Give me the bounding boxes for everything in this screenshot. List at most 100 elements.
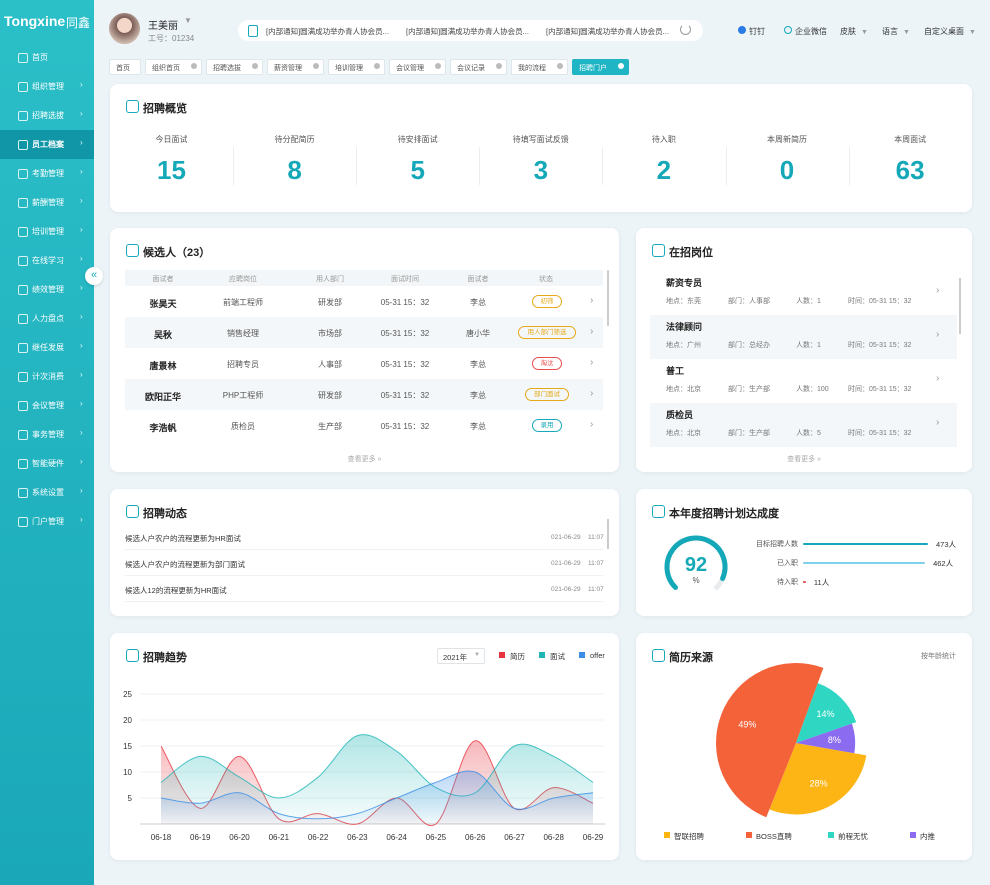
- stat-value: 15: [157, 155, 186, 185]
- menu-arrow: ›: [80, 515, 83, 524]
- divider: [125, 549, 603, 550]
- notice[interactable]: [内部通知]圆满成功举办青人协会员...: [546, 27, 669, 36]
- more-link[interactable]: 查看更多 »: [787, 456, 821, 463]
- scrollbar: [607, 270, 609, 326]
- row-arrow[interactable]: ›: [590, 357, 594, 368]
- tab-close[interactable]: [557, 63, 563, 69]
- row-arrow[interactable]: ›: [590, 419, 594, 430]
- menu-item[interactable]: 门户管理 ›: [0, 507, 94, 536]
- menu-item[interactable]: 会议管理 ›: [0, 391, 94, 420]
- divider: [602, 147, 604, 185]
- header-link[interactable]: 皮肤 ▼: [840, 26, 868, 37]
- menu-label: 薪酬管理: [32, 198, 64, 207]
- cell: 05-31 15：32: [380, 298, 430, 307]
- tab-close[interactable]: [313, 63, 319, 69]
- subtitle[interactable]: 按年龄统计: [921, 653, 956, 660]
- menu-arrow: ›: [80, 196, 83, 205]
- year-select[interactable]: 2021年 ▼: [437, 648, 485, 664]
- menu-item[interactable]: 人力盘点 ›: [0, 304, 94, 333]
- menu-item[interactable]: 事务管理 ›: [0, 420, 94, 449]
- menu-arrow: ›: [80, 486, 83, 495]
- column-header: 状态: [539, 276, 553, 283]
- tab-label: 会议记录: [457, 65, 485, 72]
- menu-item[interactable]: 培训管理 ›: [0, 217, 94, 246]
- legend-label: 面试: [550, 652, 565, 661]
- tab-close[interactable]: [191, 63, 197, 69]
- header-link[interactable]: 钉钉: [738, 26, 765, 37]
- tab[interactable]: 会议管理: [389, 59, 446, 75]
- row-arrow[interactable]: ›: [936, 417, 940, 428]
- row-arrow[interactable]: ›: [590, 295, 594, 306]
- column-header: 用人部门: [316, 276, 344, 283]
- news-time: 11:07: [588, 586, 604, 593]
- avatar[interactable]: [109, 13, 140, 44]
- news-text[interactable]: 候选人户农户的流程更新为HR面试: [125, 534, 241, 543]
- row-arrow[interactable]: ›: [936, 329, 940, 340]
- tab-close[interactable]: [496, 63, 502, 69]
- tab-close[interactable]: [435, 63, 441, 69]
- refresh-icon[interactable]: [680, 24, 691, 35]
- tab[interactable]: 培训管理: [328, 59, 385, 75]
- stat-label: 待填写面试反馈: [512, 135, 569, 144]
- menu-item[interactable]: 绩效管理 ›: [0, 275, 94, 304]
- menu-arrow: ›: [80, 225, 83, 234]
- tab[interactable]: 组织首页: [145, 59, 202, 75]
- row-arrow[interactable]: ›: [936, 373, 940, 384]
- stat-value: 5: [410, 155, 425, 185]
- scrollbar: [959, 278, 961, 334]
- collapse-button[interactable]: «: [85, 267, 103, 285]
- menu-item[interactable]: 组织管理 ›: [0, 72, 94, 101]
- menu-item[interactable]: 招聘选拔 ›: [0, 101, 94, 130]
- news-text[interactable]: 候选人户农户的流程更新为部门面试: [125, 560, 245, 569]
- pie-slice: [715, 662, 824, 818]
- menu-item[interactable]: 智能硬件 ›: [0, 449, 94, 478]
- row-arrow[interactable]: ›: [590, 388, 594, 399]
- menu-icon: [18, 459, 28, 469]
- menu-arrow: ›: [80, 167, 83, 176]
- x-tick-label: 06-20: [229, 833, 250, 842]
- tab[interactable]: 招聘选拔: [206, 59, 263, 75]
- card-icon: [126, 649, 139, 662]
- menu-item[interactable]: 薪酬管理 ›: [0, 188, 94, 217]
- header-link[interactable]: 自定义桌面 ▼: [924, 26, 976, 37]
- card: 招聘动态 候选人户农户的流程更新为HR面试 021-06-29 11:07 候选人户农户…: [110, 489, 619, 616]
- news-text[interactable]: 候选人12的流程更新为HR面试: [125, 586, 227, 595]
- x-tick-label: 06-28: [543, 833, 564, 842]
- bar-label: 目标招聘人数: [756, 541, 798, 548]
- tab-close[interactable]: [374, 63, 380, 69]
- row-arrow[interactable]: ›: [936, 285, 940, 296]
- cell: 人事部: [318, 360, 342, 369]
- notice[interactable]: [内部通知]圆满成功举办青人协会员...: [406, 27, 529, 36]
- tab[interactable]: 薪资管理: [267, 59, 324, 75]
- notice[interactable]: [内部通知]圆满成功举办青人协会员...: [266, 27, 389, 36]
- status-badge: 录用: [532, 419, 562, 432]
- menu-item[interactable]: 考勤管理 ›: [0, 159, 94, 188]
- menu-item[interactable]: 计次消费 ›: [0, 362, 94, 391]
- tab[interactable]: 我的流程: [511, 59, 568, 75]
- menu-item[interactable]: 员工档案 ›: [0, 130, 94, 159]
- menu-item[interactable]: 系统设置 ›: [0, 478, 94, 507]
- user-caret: ▼: [184, 16, 192, 25]
- notice-bar: [内部通知]圆满成功举办青人协会员... [内部通知]圆满成功举办青人协会员...…: [238, 20, 703, 41]
- caret: ▼: [474, 652, 480, 658]
- cell: 生产部: [318, 422, 342, 431]
- more-link[interactable]: 查看更多 »: [347, 456, 382, 463]
- cell: 李总: [470, 360, 486, 369]
- news-date: 021-06-29: [551, 560, 581, 567]
- tab-close[interactable]: [618, 63, 624, 69]
- card-icon: [652, 649, 665, 662]
- tab-close[interactable]: [252, 63, 258, 69]
- tab[interactable]: 会议记录: [450, 59, 507, 75]
- tab[interactable]: 招聘门户: [572, 59, 629, 75]
- menu-item[interactable]: 继任发展 ›: [0, 333, 94, 362]
- header-link[interactable]: 语言 ▼: [882, 26, 910, 37]
- x-tick-label: 06-27: [504, 833, 525, 842]
- menu-item[interactable]: 首页: [0, 43, 94, 72]
- menu-item[interactable]: 在线学习 ›: [0, 246, 94, 275]
- x-tick-label: 06-18: [151, 833, 172, 842]
- row-arrow[interactable]: ›: [590, 326, 594, 337]
- header-link[interactable]: 企业微信: [784, 26, 827, 37]
- menu-label: 招聘选拔: [32, 111, 64, 120]
- tab[interactable]: 首页: [109, 59, 141, 75]
- gauge-value: [664, 535, 728, 591]
